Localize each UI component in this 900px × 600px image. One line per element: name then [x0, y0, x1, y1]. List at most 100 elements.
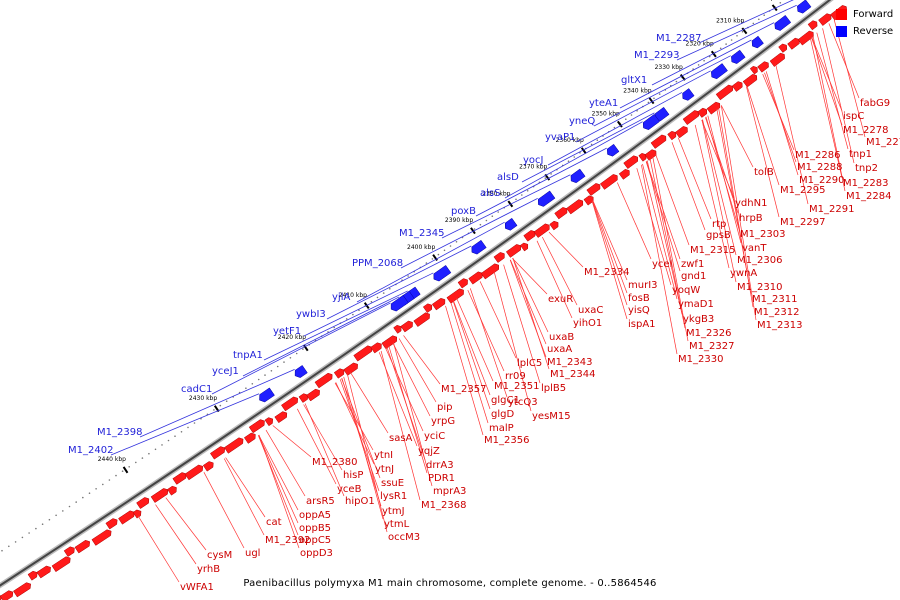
forward-gene-label[interactable]: malP: [489, 423, 514, 434]
forward-gene-label[interactable]: M1_2279: [866, 137, 900, 148]
forward-gene-label[interactable]: ycel: [652, 259, 672, 270]
forward-gene-label[interactable]: M1_2303: [740, 229, 785, 240]
forward-gene-label[interactable]: M1_2356: [484, 435, 529, 446]
forward-gene-label[interactable]: M1_2288: [797, 162, 842, 173]
reverse-gene-label[interactable]: ywbI3: [296, 309, 326, 320]
forward-gene-label[interactable]: ydhN1: [735, 198, 767, 209]
forward-gene-label[interactable]: uxaC: [578, 305, 603, 316]
reverse-gene-label[interactable]: M1_2287: [656, 33, 701, 44]
forward-gene-label[interactable]: ispA1: [628, 319, 656, 330]
forward-gene-label[interactable]: yciC: [424, 431, 445, 442]
forward-gene-label[interactable]: oppA5: [299, 510, 331, 521]
reverse-gene-label[interactable]: poxB: [451, 206, 476, 217]
forward-gene-label[interactable]: M1_2312: [754, 307, 799, 318]
forward-gene-label[interactable]: cat: [266, 517, 282, 528]
forward-gene-label[interactable]: tolB: [754, 167, 774, 178]
forward-gene-label[interactable]: arsR5: [306, 496, 335, 507]
forward-gene-label[interactable]: vWFA1: [180, 582, 214, 593]
forward-gene-label[interactable]: M1_2295: [780, 185, 825, 196]
reverse-gene-label[interactable]: M1_2402: [68, 445, 113, 456]
reverse-gene-label[interactable]: M1_2398: [97, 427, 142, 438]
reverse-gene-label[interactable]: cadC1: [181, 384, 212, 395]
forward-gene-label[interactable]: gnd1: [681, 271, 706, 282]
forward-gene-label[interactable]: murI3: [628, 280, 658, 291]
forward-gene-label[interactable]: oppB5: [299, 523, 331, 534]
forward-gene-label[interactable]: M1_2310: [737, 282, 782, 293]
forward-gene-label[interactable]: ssuE: [381, 478, 404, 489]
legend-item-reverse[interactable]: Reverse: [836, 23, 893, 40]
forward-gene-label[interactable]: uxaA: [547, 344, 572, 355]
legend-item-forward[interactable]: Forward: [836, 6, 893, 23]
forward-gene-label[interactable]: M1_2344: [550, 369, 595, 380]
forward-gene-label[interactable]: yrpG: [431, 416, 455, 427]
forward-gene-label[interactable]: yisQ: [628, 305, 650, 316]
forward-gene-label[interactable]: hipO1: [345, 496, 375, 507]
forward-gene-label[interactable]: lysR1: [380, 491, 407, 502]
reverse-gene-label[interactable]: yvaP1: [545, 132, 575, 143]
forward-gene-label[interactable]: fabG9: [860, 98, 890, 109]
forward-gene-label[interactable]: oppC5: [299, 535, 331, 546]
forward-gene-label[interactable]: M1_2380: [312, 457, 357, 468]
forward-gene-label[interactable]: M1_2290: [799, 175, 844, 186]
forward-gene-label[interactable]: PDR1: [428, 473, 455, 484]
forward-gene-label[interactable]: ytnI: [374, 450, 393, 461]
forward-gene-label[interactable]: hisP: [343, 470, 363, 481]
forward-gene-label[interactable]: oppD3: [300, 548, 333, 559]
forward-gene-label[interactable]: rr09: [505, 371, 526, 382]
forward-gene-label[interactable]: M1_2392: [265, 535, 310, 546]
forward-gene-label[interactable]: ytcQ3: [508, 397, 538, 408]
forward-gene-label[interactable]: tnp2: [855, 163, 878, 174]
forward-gene-label[interactable]: vanT: [742, 243, 767, 254]
forward-gene-label[interactable]: hrpB: [739, 213, 763, 224]
forward-gene-label[interactable]: M1_2283: [843, 178, 888, 189]
forward-gene-label[interactable]: yqjZ: [418, 446, 440, 457]
forward-gene-label[interactable]: M1_2326: [686, 328, 731, 339]
forward-gene-label[interactable]: zwf1: [681, 259, 704, 270]
forward-gene-label[interactable]: fosB: [628, 293, 650, 304]
forward-gene-label[interactable]: ywnA: [730, 268, 757, 279]
forward-gene-label[interactable]: M1_2278: [843, 125, 888, 136]
forward-gene-label[interactable]: yceB: [337, 484, 362, 495]
forward-gene-label[interactable]: pip: [437, 402, 452, 413]
forward-gene-label[interactable]: yoqW: [672, 285, 700, 296]
forward-gene-label[interactable]: M1_2368: [421, 500, 466, 511]
forward-gene-label[interactable]: M1_2315: [690, 245, 735, 256]
forward-gene-label[interactable]: lplC5: [517, 358, 542, 369]
forward-gene-label[interactable]: M1_2311: [752, 294, 797, 305]
forward-gene-label[interactable]: ykgB3: [683, 314, 714, 325]
forward-gene-label[interactable]: cysM: [207, 550, 232, 561]
forward-gene-label[interactable]: tnp1: [849, 149, 872, 160]
forward-gene-label[interactable]: glgD: [491, 409, 514, 420]
forward-gene-label[interactable]: ytnJ: [375, 464, 394, 475]
reverse-gene-label[interactable]: gltX1: [621, 75, 647, 86]
reverse-gene-label[interactable]: yceJ1: [212, 366, 239, 377]
forward-gene-label[interactable]: M1_2286: [795, 150, 840, 161]
forward-gene-label[interactable]: M1_2297: [780, 217, 825, 228]
reverse-gene-label[interactable]: alsS: [480, 188, 500, 199]
forward-gene-label[interactable]: gpsB: [706, 230, 731, 241]
reverse-gene-label[interactable]: yjlA: [332, 292, 350, 303]
forward-gene-label[interactable]: exuR: [548, 294, 573, 305]
reverse-gene-label[interactable]: yocJ: [523, 155, 543, 166]
forward-gene-label[interactable]: occM3: [388, 532, 420, 543]
forward-gene-label[interactable]: ytmL: [384, 519, 410, 530]
forward-gene-label[interactable]: uxaB: [549, 332, 574, 343]
forward-gene-label[interactable]: yesM15: [532, 411, 571, 422]
forward-gene-label[interactable]: ispC: [843, 111, 864, 122]
forward-gene-label[interactable]: mprA3: [433, 486, 466, 497]
forward-gene-label[interactable]: rtp: [712, 219, 726, 230]
forward-gene-label[interactable]: M1_2306: [737, 255, 782, 266]
reverse-gene-label[interactable]: PPM_2068: [352, 258, 403, 269]
forward-gene-label[interactable]: M1_2357: [441, 384, 486, 395]
forward-gene-label[interactable]: M1_2343: [547, 357, 592, 368]
forward-gene-label[interactable]: M1_2291: [809, 204, 854, 215]
reverse-gene-label[interactable]: alsD: [497, 172, 519, 183]
forward-gene-label[interactable]: M1_2284: [846, 191, 891, 202]
forward-gene-label[interactable]: ytmJ: [382, 506, 405, 517]
forward-gene-label[interactable]: lplB5: [541, 383, 566, 394]
reverse-gene-label[interactable]: M1_2293: [634, 50, 679, 61]
forward-gene-label[interactable]: M1_2313: [757, 320, 802, 331]
forward-gene-label[interactable]: ugl: [245, 548, 260, 559]
reverse-gene-label[interactable]: yneQ: [569, 116, 595, 127]
forward-gene-label[interactable]: yrhB: [197, 564, 220, 575]
